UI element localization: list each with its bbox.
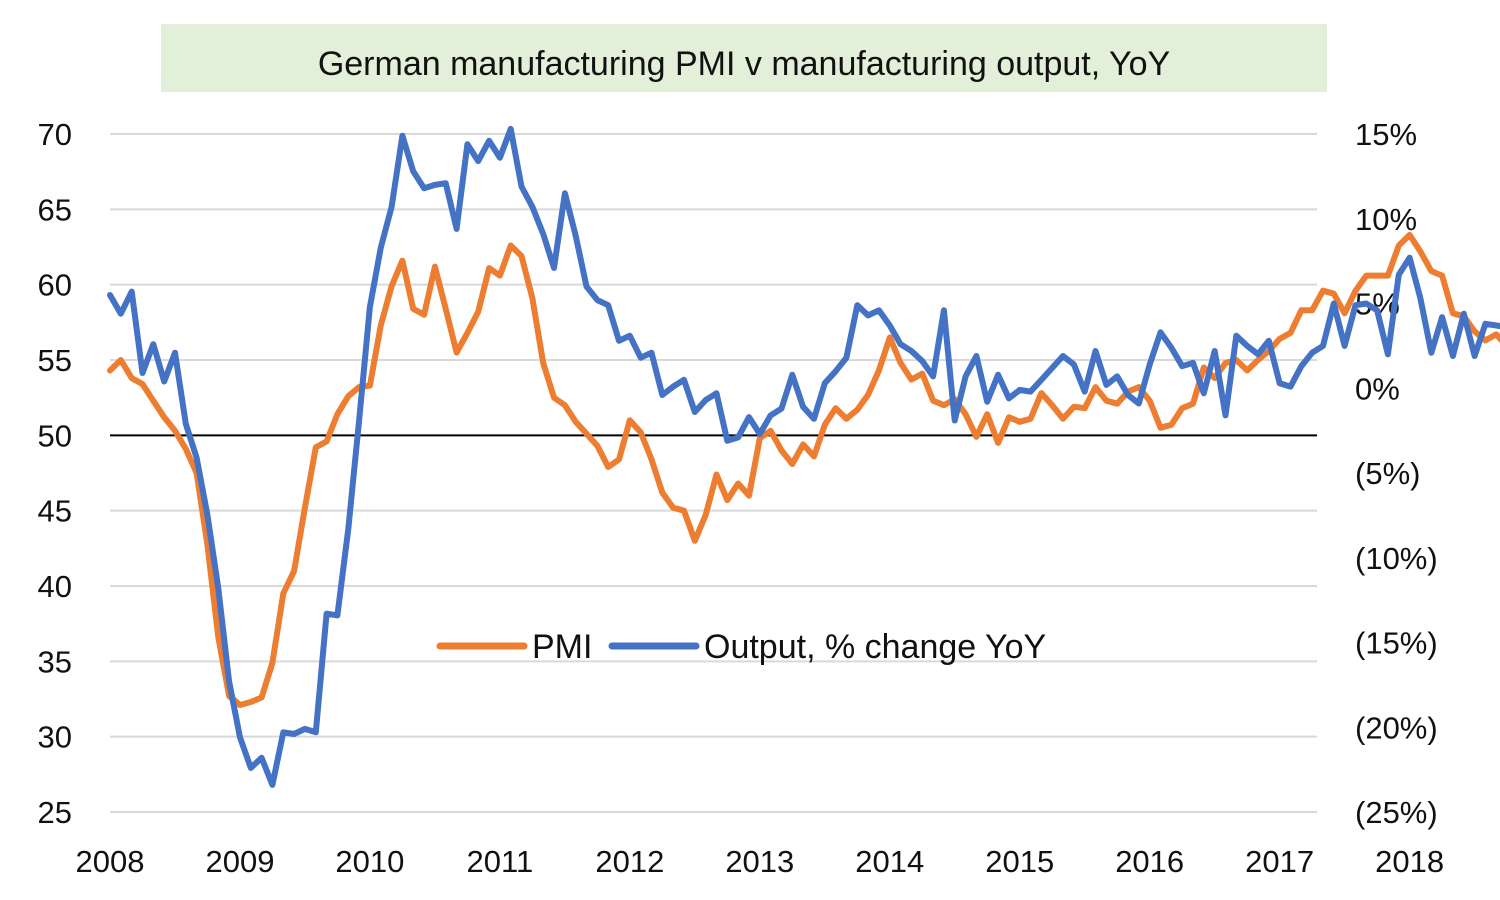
left-tick-label: 65 [38, 192, 72, 227]
series-line-pmi [107, 231, 1500, 708]
x-tick-label: 2015 [985, 844, 1054, 879]
legend: PMI Output, % change YoY [436, 628, 1046, 666]
chart-title: German manufacturing PMI v manufacturing… [318, 45, 1170, 83]
left-tick-label: 45 [38, 494, 72, 529]
left-tick-label: 40 [38, 569, 72, 604]
legend-label-pmi: PMI [532, 628, 592, 666]
left-tick-label: 70 [38, 117, 72, 152]
left-tick-label: 60 [38, 268, 72, 303]
x-tick-label: 2008 [76, 844, 145, 879]
right-tick-label: 0% [1355, 371, 1400, 406]
right-tick-label: 15% [1355, 117, 1417, 152]
x-tick-label: 2012 [595, 844, 664, 879]
x-tick-label: 2013 [725, 844, 794, 879]
series-line-output [107, 125, 1500, 788]
right-axis-ticks: 15%10%5%0%(5%)(10%)(15%)(20%)(25%) [1355, 117, 1438, 830]
x-tick-label: 2014 [855, 844, 924, 879]
left-axis-ticks: 25 30 35 40 45 50 55 60 65 70 [38, 117, 72, 830]
x-axis-ticks: 2008 2009 2010 2011 2012 2013 2014 2015 2016 2017… [76, 844, 1445, 879]
right-tick-label: (25%) [1355, 795, 1438, 830]
x-tick-label: 2010 [335, 844, 404, 879]
right-tick-label: (5%) [1355, 456, 1420, 491]
left-tick-label: 25 [38, 795, 72, 830]
x-tick-label: 2016 [1115, 844, 1184, 879]
left-tick-label: 50 [38, 418, 72, 453]
title-background [161, 24, 1327, 92]
left-tick-label: 35 [38, 644, 72, 679]
x-tick-label: 2017 [1245, 844, 1314, 879]
right-tick-label: (10%) [1355, 541, 1438, 576]
x-tick-label: 2018 [1375, 844, 1444, 879]
gridlines [110, 133, 1317, 813]
x-tick-label: 2011 [467, 844, 534, 879]
right-tick-label: (15%) [1355, 626, 1438, 661]
x-tick-label: 2009 [205, 844, 274, 879]
right-tick-label: 10% [1355, 202, 1417, 237]
left-tick-label: 55 [38, 343, 72, 378]
right-tick-label: (20%) [1355, 710, 1438, 745]
legend-label-output: Output, % change YoY [704, 628, 1046, 666]
left-tick-label: 30 [38, 720, 72, 755]
